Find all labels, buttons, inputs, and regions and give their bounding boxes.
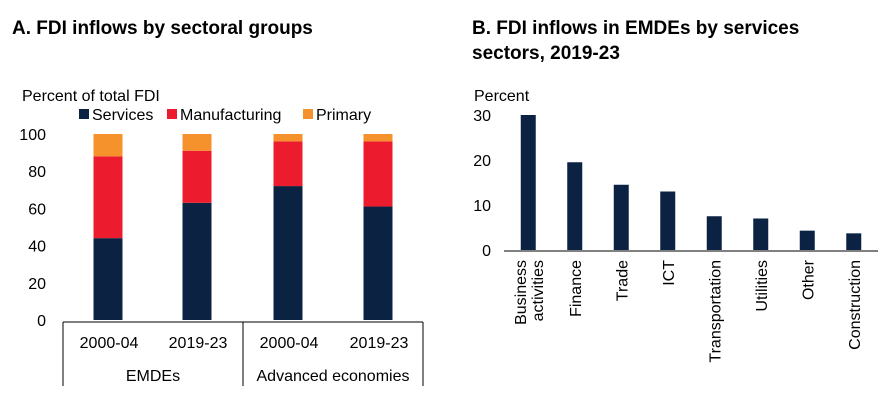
panel-b-title-line2: sectors, 2019-23 — [472, 43, 620, 64]
panel-b-category-label-line: Trade — [614, 260, 631, 301]
panel-a-bar-manufacturing-0 — [93, 156, 123, 239]
panel-a-bar-services-3 — [363, 206, 393, 320]
panel-b-y-tick-label: 0 — [482, 243, 491, 260]
panel-b-y-tick-label: 10 — [473, 198, 491, 215]
panel-b-category-label-line: activities — [530, 260, 547, 321]
panel-a-category-label: 2000-04 — [260, 335, 319, 352]
panel-a-y-tick-label: 40 — [28, 239, 46, 256]
panel-b-category-label: Utilities — [754, 260, 771, 312]
panel-a-group-label: Advanced economies — [257, 368, 410, 385]
panel-b-category-label-line: Transportation — [707, 260, 724, 363]
panel-a-bar-primary-2 — [273, 134, 303, 142]
panel-a-legend: Services Manufacturing Primary — [79, 107, 371, 124]
panel-a-bar-manufacturing-2 — [273, 141, 303, 187]
panel-b-category-label: Finance — [568, 260, 585, 317]
panel-b-category-label-line: Construction — [847, 260, 864, 350]
panel-a-bars — [93, 134, 393, 320]
panel-b-category-label-line: ICT — [661, 260, 678, 286]
panel-a-title: A. FDI inflows by sectoral groups — [12, 18, 313, 39]
panel-b-bars — [520, 115, 862, 250]
panel-b-bar-7 — [846, 233, 862, 250]
panel-b-y-axis: 0 10 20 30 — [473, 108, 491, 260]
panel-b-category-label-line: Other — [800, 259, 817, 300]
panel-b-bar-4 — [706, 216, 722, 250]
panel-a-category-label: 2000-04 — [80, 335, 139, 352]
panel-a-legend-label: Manufacturing — [180, 107, 281, 124]
panel-b-category-label-line: Utilities — [754, 260, 771, 312]
panel-a-bar-primary-1 — [182, 134, 212, 151]
panel-a-bar-primary-3 — [363, 134, 393, 142]
panel-a-y-tick-label: 100 — [19, 127, 46, 144]
panel-a-y-tick-label: 80 — [28, 164, 46, 181]
panel-b-category-label: Other — [800, 259, 817, 300]
panel-b-category-label: Businessactivities — [513, 260, 547, 325]
panel-b-y-tick-label: 30 — [473, 108, 491, 125]
panel-a-legend-label: Services — [92, 107, 153, 124]
panel-b-bar-0 — [520, 115, 536, 250]
panel-b-bar-3 — [660, 191, 676, 250]
panel-b-category-label: Construction — [847, 260, 864, 350]
panel-a-legend-swatch — [79, 109, 89, 119]
panel-a-legend-swatch — [167, 109, 177, 119]
panel-b-bar-1 — [567, 162, 583, 250]
panel-b: B. FDI inflows in EMDEs by services sect… — [472, 18, 878, 363]
panel-a-bar-primary-0 — [93, 134, 123, 157]
panel-a-y-axis: 0 20 40 60 80 100 — [19, 127, 46, 330]
panel-a-bar-manufacturing-3 — [363, 141, 393, 207]
panel-b-category-label-line: Finance — [568, 260, 585, 317]
panel-a: A. FDI inflows by sectoral groups Percen… — [12, 18, 424, 386]
panel-b-category-label: ICT — [661, 260, 678, 286]
panel-a-category-label: 2019-23 — [350, 335, 409, 352]
panel-b-bar-5 — [753, 218, 769, 250]
panel-b-category-label-line: Business — [513, 260, 530, 325]
panel-b-x-axis: Businessactivities Finance Trade ICT Transpo… — [504, 250, 878, 363]
panel-b-bar-2 — [613, 184, 629, 250]
panel-a-bar-services-2 — [273, 186, 303, 320]
panel-a-y-tick-label: 0 — [37, 313, 46, 330]
panel-a-y-tick-label: 60 — [28, 201, 46, 218]
panel-a-bar-services-0 — [93, 238, 123, 320]
panel-a-legend-swatch — [303, 109, 313, 119]
panel-b-category-label: Trade — [614, 260, 631, 301]
panel-b-y-tick-label: 20 — [473, 153, 491, 170]
panel-b-bar-6 — [799, 230, 815, 250]
panel-a-y-tick-label: 20 — [28, 276, 46, 293]
panel-a-x-axis: 2000-04 2019-23 2000-04 2019-23 EMDEs Advance… — [62, 321, 424, 386]
panel-a-legend-label: Primary — [316, 107, 371, 124]
panel-b-category-label: Transportation — [707, 260, 724, 363]
panel-a-bar-manufacturing-1 — [182, 150, 212, 203]
panel-a-bar-services-1 — [182, 202, 212, 320]
panel-a-group-label: EMDEs — [126, 368, 180, 385]
panel-b-ylabel: Percent — [474, 88, 530, 105]
panel-b-title-line1: B. FDI inflows in EMDEs by services — [472, 18, 799, 39]
panel-a-ylabel: Percent of total FDI — [22, 88, 160, 105]
panel-a-category-label: 2019-23 — [169, 335, 228, 352]
